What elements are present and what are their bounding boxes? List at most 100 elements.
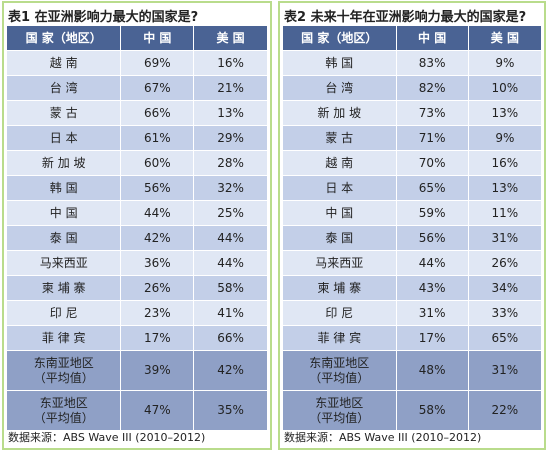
table-cell: 82% xyxy=(397,76,469,100)
table: 国 家（地区）中 国美 国越 南 69% 16% 台 湾 67% 21% 蒙 古 66% 13%… xyxy=(7,26,267,431)
table-cell: 67% xyxy=(121,76,195,100)
table-cell: 26% xyxy=(491,255,519,270)
table-cell: 16% xyxy=(217,55,244,70)
table-cell: 61% xyxy=(121,126,195,150)
summary-cell: 22% xyxy=(491,403,519,417)
header-cell: 国 家（地区） xyxy=(7,26,122,50)
table-cell: 69% xyxy=(121,51,195,75)
source-note: 数据来源：ABS Wave III (2010–2012) xyxy=(284,431,482,444)
table-cell: 44% xyxy=(397,251,469,275)
summary-label-line: 东亚地区 xyxy=(39,395,88,410)
table-cell: 柬 埔 寨 xyxy=(283,276,397,300)
table-cell: 83% xyxy=(397,51,469,75)
table-cell: 60% xyxy=(121,151,195,175)
table-cell: 58% xyxy=(217,280,244,295)
table-cell: 11% xyxy=(491,205,519,220)
summary-label-line: （平均值） xyxy=(309,370,370,385)
table-cell: 10% xyxy=(491,80,519,95)
table-row: 日 本 61% 29% xyxy=(7,126,267,151)
table-cell: 32% xyxy=(217,180,244,195)
table-row: 韩 国 83% 9% xyxy=(283,51,541,76)
table-cell: 31% xyxy=(397,301,469,325)
summary-row: 东亚地区 （平均值） 58% 22% xyxy=(283,391,541,431)
summary-label-line: （平均值） xyxy=(309,410,370,425)
table-cell: 70% xyxy=(397,151,469,175)
table-row: 日 本 65% 13% xyxy=(283,176,541,201)
table-row: 越 南 69% 16% xyxy=(7,51,267,76)
table-title: 表1 在亚洲影响力最大的国家是? xyxy=(8,10,199,25)
table-row: 马来西亚 44% 26% xyxy=(283,251,541,276)
table-cell: 56% xyxy=(121,176,195,200)
table-cell: 韩 国 xyxy=(283,51,397,75)
table-cell: 13% xyxy=(491,180,519,195)
table-cell: 韩 国 xyxy=(7,176,122,200)
table-cell: 33% xyxy=(491,305,519,320)
summary-label-line: 东南亚地区 xyxy=(309,355,370,370)
table-cell: 日 本 xyxy=(7,126,122,150)
table-cell: 9% xyxy=(495,55,515,70)
table-cell: 44% xyxy=(217,230,244,245)
table-row: 中 国 44% 25% xyxy=(7,201,267,226)
table-row: 印 尼 23% 41% xyxy=(7,301,267,326)
table-row: 马来西亚 36% 44% xyxy=(7,251,267,276)
table-cell: 泰 国 xyxy=(283,226,397,250)
table-cell: 印 尼 xyxy=(283,301,397,325)
table-cell: 中 国 xyxy=(7,201,122,225)
table-cell: 34% xyxy=(491,280,519,295)
table-row: 柬 埔 寨 43% 34% xyxy=(283,276,541,301)
table-cell: 马来西亚 xyxy=(7,251,122,275)
summary-cell: 31% xyxy=(491,363,519,377)
table-cell: 65% xyxy=(397,176,469,200)
table-cell: 29% xyxy=(217,130,244,145)
table-cell: 越 南 xyxy=(283,151,397,175)
table-row: 台 湾 67% 21% xyxy=(7,76,267,101)
table-row: 菲 律 宾 17% 66% xyxy=(7,326,267,351)
table-cell: 59% xyxy=(397,201,469,225)
summary-row: 东南亚地区 （平均值） 39% 42% xyxy=(7,351,267,391)
table-cell: 16% xyxy=(491,155,519,170)
source-note: 数据来源：ABS Wave III (2010–2012) xyxy=(8,431,206,444)
table-panel: 表1 在亚洲影响力最大的国家是? 国 家（地区）中 国美 国越 南 69% 16% 台 … xyxy=(2,1,272,450)
table-row: 柬 埔 寨 26% 58% xyxy=(7,276,267,301)
table-cell: 21% xyxy=(217,80,244,95)
table: 国 家（地区）中 国美 国韩 国 83% 9% 台 湾 82% 10% 新 加 坡 73% 13… xyxy=(283,26,541,431)
header-cell: 美 国 xyxy=(490,30,519,45)
table-cell: 17% xyxy=(397,326,469,350)
table-cell: 66% xyxy=(217,330,244,345)
summary-cell: 39% xyxy=(121,351,195,390)
summary-cell: 47% xyxy=(121,391,195,430)
header-cell: 中 国 xyxy=(121,26,195,50)
table-row: 蒙 古 71% 9% xyxy=(283,126,541,151)
table-cell: 71% xyxy=(397,126,469,150)
table-cell: 36% xyxy=(121,251,195,275)
table-cell: 新 加 坡 xyxy=(7,151,122,175)
table-cell: 菲 律 宾 xyxy=(283,326,397,350)
summary-row: 东亚地区 （平均值） 47% 35% xyxy=(7,391,267,431)
table-cell: 66% xyxy=(121,101,195,125)
table-cell: 73% xyxy=(397,101,469,125)
summary-cell: 48% xyxy=(397,351,469,390)
summary-cell: 42% xyxy=(217,363,244,377)
summary-cell: 58% xyxy=(397,391,469,430)
table-cell: 28% xyxy=(217,155,244,170)
table-cell: 马来西亚 xyxy=(283,251,397,275)
table-row: 越 南 70% 16% xyxy=(283,151,541,176)
table-cell: 泰 国 xyxy=(7,226,122,250)
table-cell: 9% xyxy=(495,130,515,145)
table-cell: 44% xyxy=(217,255,244,270)
table-cell: 25% xyxy=(217,205,244,220)
table-row: 菲 律 宾 17% 65% xyxy=(283,326,541,351)
table-cell: 41% xyxy=(217,305,244,320)
table-cell: 中 国 xyxy=(283,201,397,225)
table-row: 泰 国 56% 31% xyxy=(283,226,541,251)
table-row: 泰 国 42% 44% xyxy=(7,226,267,251)
table-row: 蒙 古 66% 13% xyxy=(7,101,267,126)
header-cell: 中 国 xyxy=(397,26,469,50)
table-row: 新 加 坡 60% 28% xyxy=(7,151,267,176)
table-cell: 31% xyxy=(491,230,519,245)
table-cell: 23% xyxy=(121,301,195,325)
table-cell: 台 湾 xyxy=(7,76,122,100)
summary-label: 东南亚地区 （平均值） xyxy=(7,351,122,390)
header-row: 国 家（地区）中 国 美 国 xyxy=(7,26,267,51)
